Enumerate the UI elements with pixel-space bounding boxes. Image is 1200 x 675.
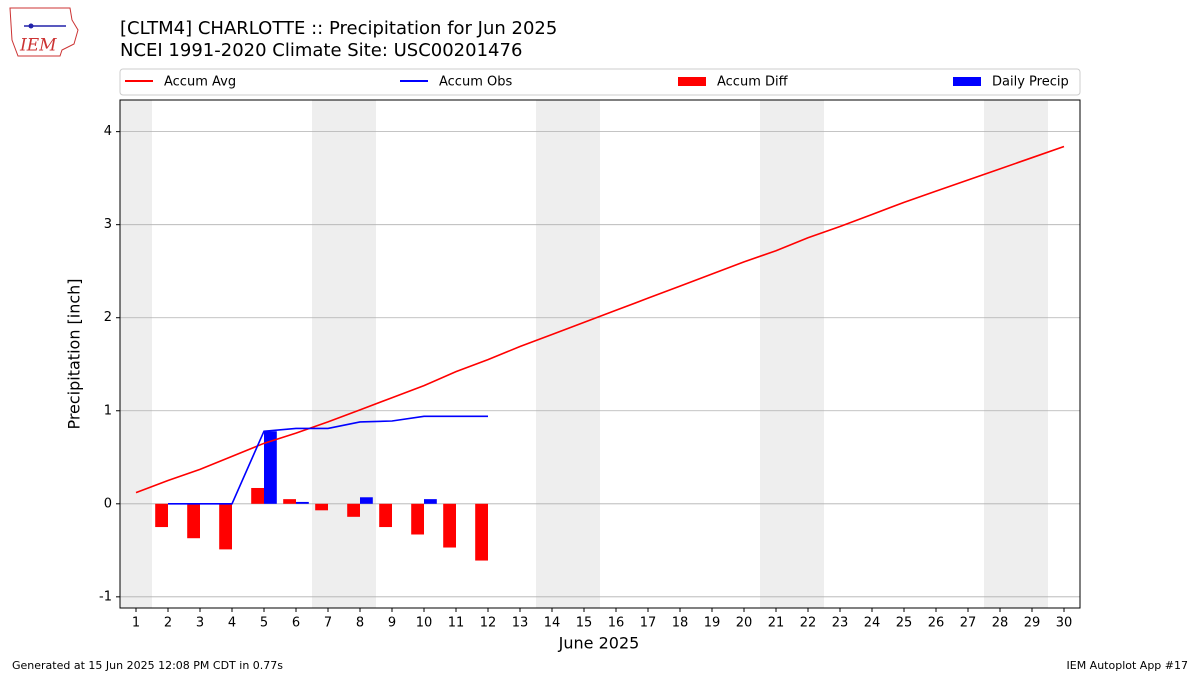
x-tick-label: 2 <box>164 616 172 631</box>
footer-left: Generated at 15 Jun 2025 12:08 PM CDT in… <box>12 659 283 672</box>
logo: IEM <box>9 7 79 57</box>
x-tick-label: 19 <box>704 616 721 631</box>
y-tick-label: 3 <box>104 217 112 232</box>
bar <box>296 501 309 504</box>
x-tick-label: 16 <box>608 616 625 631</box>
bar <box>379 503 392 528</box>
footer-right: IEM Autoplot App #17 <box>1067 659 1189 672</box>
x-tick-label: 28 <box>992 616 1009 631</box>
x-tick-label: 11 <box>448 616 465 631</box>
x-tick-label: 25 <box>896 616 913 631</box>
line-series <box>168 415 488 505</box>
x-tick-label: 27 <box>960 616 977 631</box>
bar <box>347 503 360 517</box>
x-tick-label: 10 <box>416 616 433 631</box>
x-tick-label: 9 <box>388 616 396 631</box>
y-tick-label: 4 <box>104 124 112 139</box>
legend-label: Daily Precip <box>992 75 1069 90</box>
y-axis-label: Precipitation [inch] <box>65 278 84 429</box>
x-tick-label: 23 <box>832 616 849 631</box>
x-tick-label: 7 <box>324 616 332 631</box>
x-tick-label: 30 <box>1056 616 1073 631</box>
x-tick-label: 29 <box>1024 616 1041 631</box>
bar <box>315 503 328 511</box>
bar <box>264 431 277 504</box>
x-axis-label: June 2025 <box>558 634 640 653</box>
legend-label: Accum Avg <box>164 75 236 90</box>
chart-subtitle: NCEI 1991-2020 Climate Site: USC00201476 <box>120 40 522 61</box>
x-tick-label: 17 <box>640 616 657 631</box>
line-series <box>135 145 1065 494</box>
bar <box>424 499 437 504</box>
x-tick-label: 8 <box>356 616 364 631</box>
x-tick-label: 6 <box>292 616 300 631</box>
x-tick-label: 12 <box>480 616 497 631</box>
x-tick-label: 14 <box>544 616 561 631</box>
bar <box>155 503 168 528</box>
legend-swatch <box>953 77 981 86</box>
bar <box>187 503 200 539</box>
x-tick-label: 24 <box>864 616 881 631</box>
y-tick-label: 2 <box>104 310 112 325</box>
x-tick-label: 5 <box>260 616 268 631</box>
x-tick-label: 3 <box>196 616 204 631</box>
y-tick-label: -1 <box>99 589 112 604</box>
x-tick-label: 26 <box>928 616 945 631</box>
bar <box>360 497 373 504</box>
legend-label: Accum Diff <box>717 75 789 90</box>
bar <box>251 487 264 504</box>
x-tick-label: 21 <box>768 616 785 631</box>
bar <box>219 503 232 550</box>
plot-frame <box>119 99 1081 609</box>
chart-title: [CLTM4] CHARLOTTE :: Precipitation for J… <box>120 18 557 39</box>
x-tick-label: 22 <box>800 616 817 631</box>
x-tick-label: 20 <box>736 616 753 631</box>
y-tick-label: 0 <box>104 496 112 511</box>
legend-box <box>119 68 1081 96</box>
logo-text: IEM <box>19 36 57 56</box>
bar <box>443 503 456 548</box>
weekend-shading <box>120 100 1048 608</box>
bar <box>475 503 488 561</box>
x-tick-label: 1 <box>132 616 140 631</box>
x-tick-label: 15 <box>576 616 593 631</box>
x-tick-label: 4 <box>228 616 236 631</box>
legend-label: Accum Obs <box>439 75 512 90</box>
x-tick-label: 18 <box>672 616 689 631</box>
bar <box>283 499 296 504</box>
x-tick-label: 13 <box>512 616 529 631</box>
y-tick-label: 1 <box>104 403 112 418</box>
legend-swatch <box>678 77 706 86</box>
bar <box>411 503 424 535</box>
